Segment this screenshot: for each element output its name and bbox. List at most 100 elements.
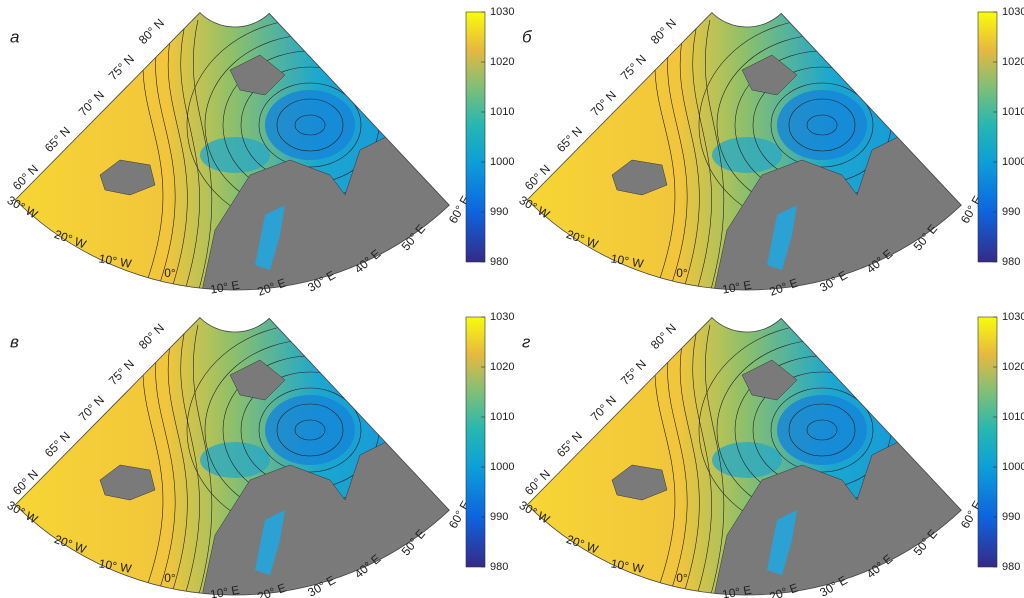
low-center	[712, 442, 782, 478]
contour	[294, 419, 326, 441]
contour	[258, 82, 362, 168]
panel-label: б	[522, 27, 533, 46]
contour	[192, 324, 213, 595]
colorbar-tick-label: 1020	[1002, 361, 1024, 373]
colorbar-tick-label: 980	[1002, 256, 1020, 268]
low-center	[200, 442, 270, 478]
map-area	[527, 12, 962, 290]
contour	[180, 324, 200, 595]
contour	[806, 419, 838, 441]
low-center	[777, 90, 867, 160]
colorbar-tick-label: 990	[1002, 206, 1020, 218]
lat-label: 75° N	[618, 357, 649, 388]
lon-label: 10° E	[721, 278, 752, 297]
land	[611, 464, 668, 501]
map-border	[14, 317, 450, 596]
contour	[788, 98, 856, 152]
land	[741, 359, 798, 401]
colorbar-tick-label: 990	[1002, 511, 1020, 523]
map-panel: а 80° N75° N70° N65° N60° N30° W20° W10° …	[5, 6, 515, 299]
sea	[255, 205, 285, 270]
low-center	[265, 90, 355, 160]
lat-label: 80° N	[136, 321, 167, 352]
land	[611, 159, 668, 196]
map-border	[14, 12, 450, 291]
land	[99, 159, 156, 196]
map-panel: в 80° N75° N70° N65° N60° N30° W20° W10° …	[5, 311, 515, 598]
map-border	[526, 12, 962, 291]
colorbar-tick-label: 1030	[1002, 311, 1024, 323]
colorbar-tick-label: 1010	[1002, 106, 1024, 118]
colorbar-tick-label: 980	[490, 256, 508, 268]
colorbar-tick-label: 990	[490, 206, 508, 218]
land	[229, 359, 286, 401]
contour	[276, 98, 344, 152]
lat-label: 80° N	[648, 16, 679, 47]
colorbar-tick-label: 1030	[1002, 6, 1024, 18]
lat-label: 80° N	[648, 321, 679, 352]
low-center	[777, 395, 867, 465]
contour	[180, 19, 200, 290]
panel-label: г	[522, 332, 530, 351]
colorbar-tick-label: 1000	[1002, 156, 1024, 168]
contour	[788, 403, 856, 457]
lon-label: 10° E	[209, 278, 240, 297]
colorbar-tick-label: 1020	[490, 56, 514, 68]
contour	[704, 324, 725, 595]
lon-label: 0°	[164, 571, 176, 585]
contour	[679, 324, 700, 595]
contour	[692, 324, 712, 595]
colorbar-tick-label: 1000	[490, 461, 514, 473]
lon-label: 10° W	[98, 251, 133, 271]
colorbar-tick-label: 1000	[490, 156, 514, 168]
low-center	[712, 137, 782, 173]
lat-label: 75° N	[106, 52, 137, 83]
low-center	[265, 395, 355, 465]
lat-label: 75° N	[106, 357, 137, 388]
colorbar	[977, 11, 998, 263]
lon-label: 10° W	[610, 556, 645, 576]
sea	[767, 510, 797, 575]
land	[99, 464, 156, 501]
lon-label: 10° E	[209, 583, 240, 598]
colorbar	[465, 11, 486, 263]
colorbar	[465, 316, 486, 568]
map-panel: б 80° N75° N70° N65° N60° N30° W20° W10° …	[517, 6, 1024, 299]
contour	[679, 19, 700, 290]
lon-label: 0°	[676, 571, 688, 585]
lon-label: 0°	[676, 266, 688, 280]
contour	[192, 19, 213, 290]
contour	[294, 114, 326, 136]
lon-label: 10° E	[721, 583, 752, 598]
map-area	[15, 317, 450, 595]
colorbar	[977, 316, 998, 568]
colorbar-tick-label: 980	[1002, 561, 1020, 573]
contour	[692, 19, 712, 290]
lon-label: 0°	[164, 266, 176, 280]
contour	[167, 324, 188, 595]
colorbar-tick-label: 1020	[1002, 56, 1024, 68]
colorbar-tick-label: 1020	[490, 361, 514, 373]
contour	[704, 19, 725, 290]
lat-label: 80° N	[136, 16, 167, 47]
contour	[770, 387, 874, 473]
lon-label: 10° W	[98, 556, 133, 576]
lon-label: 10° W	[610, 251, 645, 271]
sea	[255, 510, 285, 575]
map-panel: г 80° N75° N70° N65° N60° N30° W20° W10° …	[517, 311, 1024, 598]
map-area	[527, 317, 962, 595]
colorbar-tick-label: 1010	[490, 106, 514, 118]
contour	[276, 403, 344, 457]
lat-label: 75° N	[618, 52, 649, 83]
map-border	[526, 317, 962, 596]
low-center	[200, 137, 270, 173]
land	[741, 54, 798, 96]
panel-label: а	[10, 27, 19, 46]
land	[229, 54, 286, 96]
colorbar-tick-label: 1030	[490, 6, 514, 18]
contour	[806, 114, 838, 136]
panel-label: в	[10, 332, 19, 351]
map-area	[15, 12, 450, 290]
